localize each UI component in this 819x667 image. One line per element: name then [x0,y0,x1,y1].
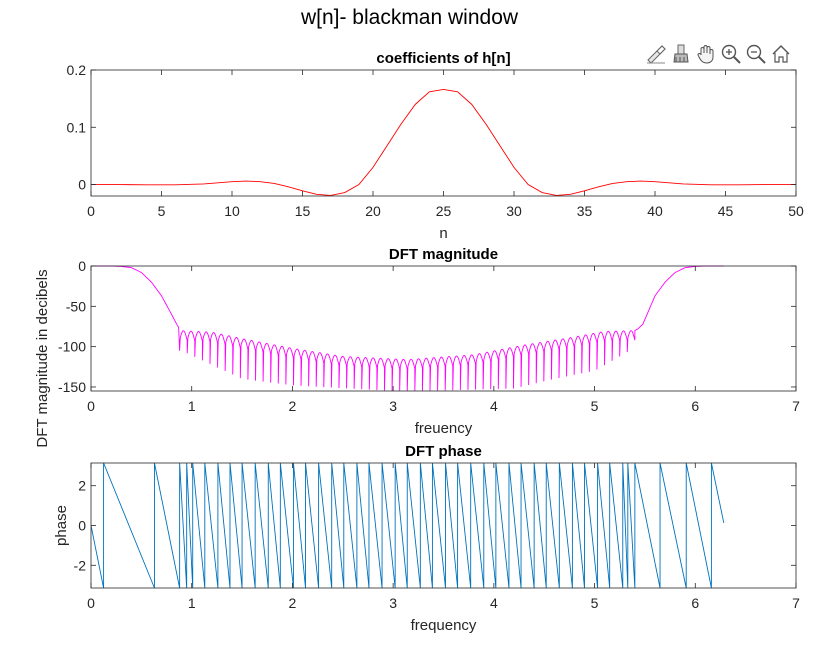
data-cursor-icon[interactable] [644,42,668,66]
x-tick-label: 5 [591,398,599,414]
coefficients-line [91,89,796,196]
figure-suptitle: w[n]- blackman window [300,6,519,29]
subplot-title: DFT magnitude [389,246,498,263]
x-tick-label: 35 [577,203,593,219]
x-tick-label: 2 [289,595,297,611]
zoom-in-icon[interactable] [719,42,743,66]
x-tick-label: 40 [647,203,663,219]
subplot-1[interactable]: 0 5 10 15 20 25 30 35 40 45 50 0 0.1 0.2 coefficients … [67,50,804,242]
zoom-out-icon[interactable] [744,42,768,66]
pan-hand-icon[interactable] [694,42,718,66]
plot-area[interactable] [91,266,796,391]
plot-area[interactable] [91,70,796,196]
subplot-title: DFT phase [405,443,482,460]
x-tick-label: 3 [389,595,397,611]
x-tick-label: 30 [506,203,522,219]
x-tick-label: 5 [158,203,166,219]
y-tick-label: 2 [78,478,86,494]
brush-icon[interactable] [669,42,693,66]
x-tick-label: 45 [718,203,734,219]
x-tick-label: 5 [591,595,599,611]
x-tick-label: 0 [87,595,95,611]
x-tick-label: 7 [792,595,800,611]
x-axis-label: frequency [411,617,477,634]
x-tick-label: 4 [490,595,498,611]
x-tick-label: 4 [490,398,498,414]
x-tick-label: 10 [224,203,240,219]
y-tick-label: -50 [66,298,86,314]
x-tick-label: 1 [188,398,196,414]
x-tick-label: 25 [436,203,452,219]
x-tick-label: 6 [691,595,699,611]
x-tick-label: 3 [389,398,397,414]
x-tick-label: 1 [188,595,196,611]
y-tick-label: 0.2 [67,62,87,78]
x-axis-label: n [439,225,447,242]
x-tick-label: 0 [87,203,95,219]
y-axis-label: DFT magnitude in decibels [34,269,51,447]
y-tick-label: -2 [74,557,87,573]
x-tick-label: 15 [295,203,311,219]
y-tick-label: -100 [58,339,86,355]
y-tick-label: 0 [78,518,86,534]
home-icon[interactable] [769,42,793,66]
y-axis-label: phase [53,505,70,546]
x-axis-label: freuency [415,420,473,437]
x-tick-label: 7 [792,398,800,414]
y-tick-label: 0.1 [67,119,87,135]
x-tick-label: 6 [691,398,699,414]
subplot-2[interactable]: 0 1 2 3 4 5 6 7 -150 -100 -50 0 DFT magnitude freuenc… [34,246,800,448]
x-tick-label: 2 [289,398,297,414]
x-tick-label: 0 [87,398,95,414]
figure-toolbar [644,42,793,70]
axes-box [90,265,797,392]
x-tick-label: 20 [365,203,381,219]
subplot-3[interactable]: 0 1 2 3 4 5 6 7 -2 0 2 DFT phase frequency phase [53,443,800,634]
y-tick-label: 0 [78,177,86,193]
phase-line [91,462,725,589]
y-tick-label: 0 [78,258,86,274]
x-tick-label: 50 [788,203,804,219]
subplot-title: coefficients of h[n] [376,50,510,67]
y-tick-label: -150 [58,379,86,395]
